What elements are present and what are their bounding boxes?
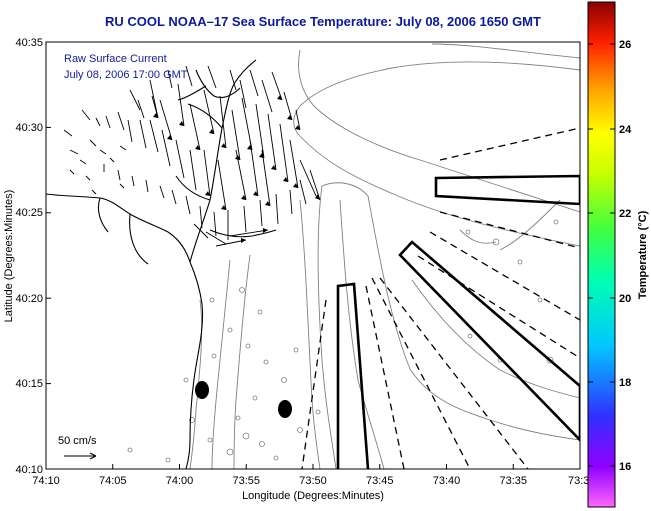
- legend-line-1: Raw Surface Current: [64, 53, 167, 65]
- y-tick-label: 40:30: [15, 122, 43, 134]
- y-tick-label: 40:20: [15, 293, 43, 305]
- colorbar-tick-label: 16: [619, 461, 631, 473]
- legend-line-2: July 08, 2006 17:00 GMT: [64, 69, 188, 81]
- colorbar-label: Temperature (°C): [637, 210, 649, 299]
- x-tick-label: 73:55: [232, 475, 260, 487]
- x-tick-label: 73:50: [299, 475, 327, 487]
- colorbar-ticks: 26 24 22 20 18 16: [619, 39, 632, 473]
- colorbar-tick-label: 22: [619, 208, 631, 220]
- x-tick-label: 73:45: [366, 475, 394, 487]
- axis-tick-marks: [45, 41, 514, 469]
- y-axis-label: Latitude (Degrees:Minutes): [3, 190, 15, 323]
- x-tick-label: 74:05: [99, 475, 127, 487]
- colorbar-tick-marks: [588, 43, 615, 467]
- scale-arrow: [64, 452, 97, 460]
- survey-features: [301, 127, 580, 469]
- x-tick-label: 74:00: [166, 475, 194, 487]
- y-tick-label: 40:15: [15, 378, 43, 390]
- colorbar-tick-label: 24: [619, 124, 632, 136]
- y-tick-label: 40:10: [15, 464, 43, 476]
- transect-box-southern: [336, 282, 370, 469]
- map-plot-area: [46, 43, 580, 469]
- temperature-colorbar: [587, 1, 616, 508]
- colorbar-tick-label: 18: [619, 377, 631, 389]
- x-tick-label: 73:3: [568, 475, 589, 487]
- x-axis-label: Longitude (Degrees:Minutes): [242, 490, 384, 502]
- y-tick-label: 40:35: [15, 37, 43, 49]
- colorbar-tick-label: 20: [619, 293, 631, 305]
- colorbar-tick-label: 26: [619, 39, 631, 51]
- bathymetry-contours: [189, 43, 580, 469]
- x-tick-label: 73:40: [433, 475, 461, 487]
- dashed-radials: [301, 127, 580, 469]
- contour-noise: [127, 219, 559, 463]
- mooring-marker-west: [195, 381, 209, 399]
- transect-box-upper: [434, 174, 580, 206]
- x-tick-label: 73:35: [499, 475, 527, 487]
- y-axis-ticks: 40:35 40:30 40:25 40:20 40:15 40:10: [15, 37, 43, 476]
- surface-current-vectors: [63, 65, 321, 247]
- coastline: [46, 59, 277, 469]
- plot-frame: [45, 41, 581, 470]
- y-tick-label: 40:25: [15, 207, 43, 219]
- x-axis-ticks: 74:10 74:05 74:00 73:55 73:50 73:45 73:4…: [32, 475, 589, 487]
- transect-box-diagonal: [398, 240, 580, 442]
- x-tick-label: 74:10: [32, 475, 60, 487]
- mooring-marker-east: [278, 400, 292, 418]
- chart-title: RU COOL NOAA–17 Sea Surface Temperature:…: [105, 14, 541, 29]
- scale-label: 50 cm/s: [58, 435, 97, 447]
